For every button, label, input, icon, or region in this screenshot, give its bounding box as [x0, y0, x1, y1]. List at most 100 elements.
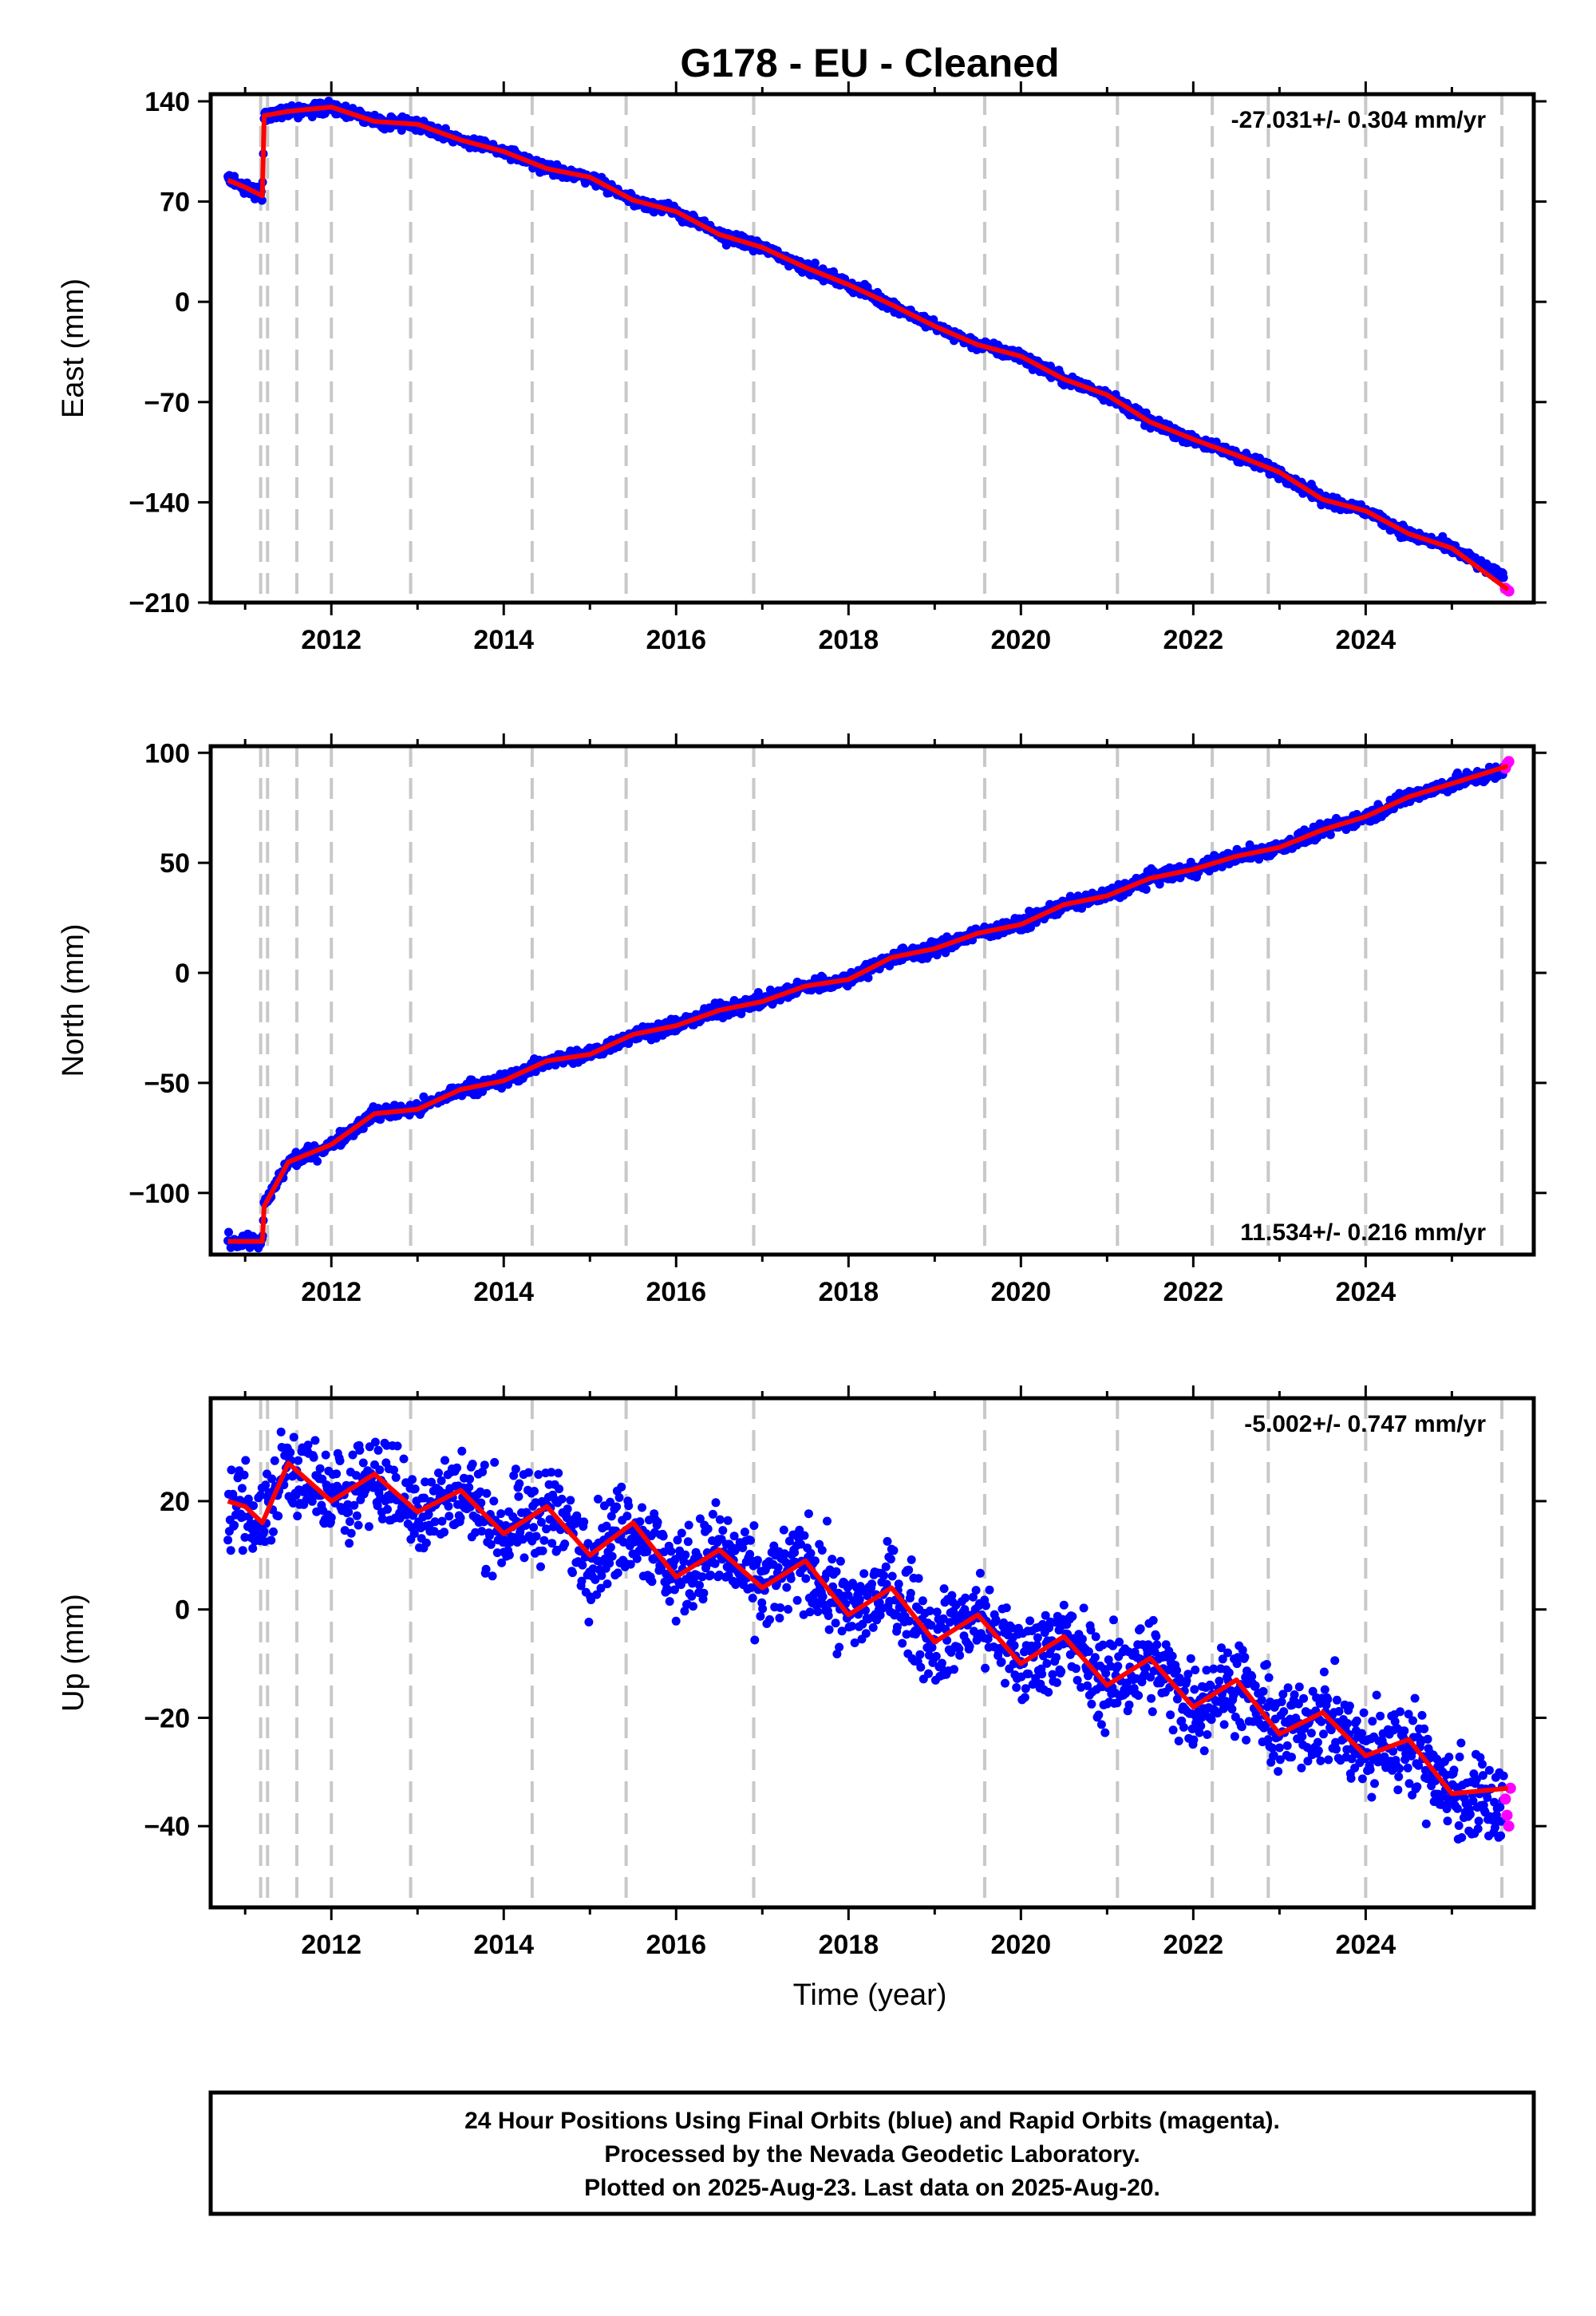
final-orbit-point	[683, 1537, 693, 1547]
final-orbit-point	[776, 1603, 785, 1612]
y-tick-label: 70	[160, 188, 190, 218]
final-orbit-point	[981, 1663, 990, 1673]
final-orbit-point	[309, 1452, 318, 1462]
final-orbit-point	[905, 1616, 914, 1626]
final-orbit-point	[918, 1596, 927, 1606]
final-orbit-point	[345, 1517, 354, 1527]
final-orbit-point	[748, 1594, 757, 1603]
final-orbit-point	[703, 1524, 713, 1534]
final-orbit-point	[622, 1512, 632, 1521]
final-orbit-point	[906, 1588, 915, 1598]
final-orbit-point	[750, 1635, 760, 1645]
final-orbit-point	[437, 1476, 446, 1485]
final-orbit-point	[489, 1496, 499, 1506]
final-orbit-point	[607, 1551, 617, 1561]
final-orbit-point	[531, 1531, 541, 1541]
final-orbit-point	[345, 1539, 354, 1548]
final-orbit-point	[399, 1454, 409, 1464]
final-orbit-point	[579, 1517, 589, 1527]
final-orbit-point	[666, 1547, 676, 1556]
final-orbit-point	[223, 1535, 233, 1545]
x-tick-label: 2014	[473, 625, 534, 655]
final-orbit-point	[389, 1465, 398, 1475]
y-tick-label: 100	[144, 738, 190, 769]
y-axis-label: East (mm)	[57, 279, 90, 418]
final-orbit-point	[434, 1468, 443, 1478]
final-orbit-point	[594, 1494, 602, 1504]
final-orbit-point	[310, 1436, 320, 1445]
x-tick-label: 2018	[818, 625, 879, 655]
final-orbit-point	[653, 1517, 662, 1527]
final-orbit-point	[504, 1551, 514, 1559]
final-orbit-point	[638, 1503, 646, 1512]
final-orbit-point	[740, 1528, 749, 1537]
final-orbit-point	[681, 1550, 690, 1559]
final-orbit-point	[718, 1526, 728, 1535]
final-orbit-point	[867, 1579, 876, 1589]
final-orbit-point	[421, 1538, 431, 1547]
final-orbit-point	[1033, 1633, 1042, 1642]
final-orbit-point	[810, 1556, 820, 1566]
final-orbit-point	[352, 1511, 361, 1520]
final-orbit-point	[773, 1563, 783, 1572]
final-orbit-point	[886, 1555, 895, 1564]
final-orbit-point	[326, 1513, 336, 1523]
plot-frame	[208, 744, 1536, 1257]
final-orbit-point	[1052, 1678, 1061, 1687]
final-orbit-point	[758, 1604, 768, 1614]
final-orbit-point	[684, 1520, 693, 1530]
final-orbit-point	[452, 1463, 462, 1472]
final-orbit-point	[931, 1651, 941, 1661]
final-orbit-point	[753, 988, 763, 997]
final-orbit-point	[289, 1433, 298, 1442]
final-orbit-point	[267, 1535, 276, 1545]
x-tick-label: 2014	[473, 1277, 534, 1307]
final-orbit-point	[456, 1513, 465, 1523]
y-tick-label: −70	[144, 388, 190, 418]
y-tick-label: −100	[128, 1179, 190, 1209]
final-orbit-point	[1033, 1640, 1041, 1650]
final-orbit-point	[480, 1460, 489, 1470]
final-orbit-point	[810, 259, 820, 267]
final-orbit-point	[647, 1577, 657, 1587]
x-tick-label: 2022	[1163, 1277, 1224, 1307]
final-orbit-point	[907, 1555, 916, 1564]
final-orbit-point	[792, 1595, 802, 1605]
final-orbit-point	[332, 1469, 342, 1479]
final-orbit-point	[677, 1528, 686, 1538]
final-orbit-point	[879, 1571, 889, 1580]
final-orbit-point	[914, 1574, 923, 1583]
x-tick-label: 2016	[646, 1277, 706, 1307]
final-orbit-point	[511, 1464, 520, 1474]
x-tick-label: 2024	[1336, 1277, 1396, 1307]
final-orbit-point	[464, 1483, 474, 1492]
final-orbit-point	[313, 1156, 322, 1166]
final-orbit-point	[832, 1567, 841, 1576]
final-orbit-point	[965, 1642, 974, 1651]
final-orbit-point	[227, 1465, 236, 1475]
final-orbit-point	[354, 1520, 363, 1530]
x-tick-label: 2012	[301, 1277, 361, 1307]
final-orbit-point	[775, 1614, 784, 1622]
final-orbit-point	[715, 1515, 725, 1524]
x-tick-label: 2012	[301, 625, 361, 655]
y-tick-label: −140	[128, 488, 190, 518]
final-orbit-point	[991, 1615, 1001, 1624]
final-orbit-point	[315, 1464, 325, 1473]
final-orbit-point	[779, 1525, 788, 1535]
final-orbit-point	[238, 1546, 247, 1555]
final-orbit-point	[1044, 1687, 1053, 1697]
final-orbit-point	[784, 1605, 793, 1614]
final-orbit-point	[835, 1642, 844, 1652]
final-orbit-point	[444, 1501, 453, 1511]
final-orbit-point	[568, 1568, 577, 1578]
final-orbit-point	[889, 1546, 899, 1555]
y-tick-label: 0	[175, 287, 190, 318]
final-orbit-point	[344, 1508, 354, 1517]
final-orbit-point	[539, 1535, 549, 1545]
final-orbit-point	[584, 1618, 594, 1626]
final-orbit-point	[1001, 1678, 1009, 1688]
